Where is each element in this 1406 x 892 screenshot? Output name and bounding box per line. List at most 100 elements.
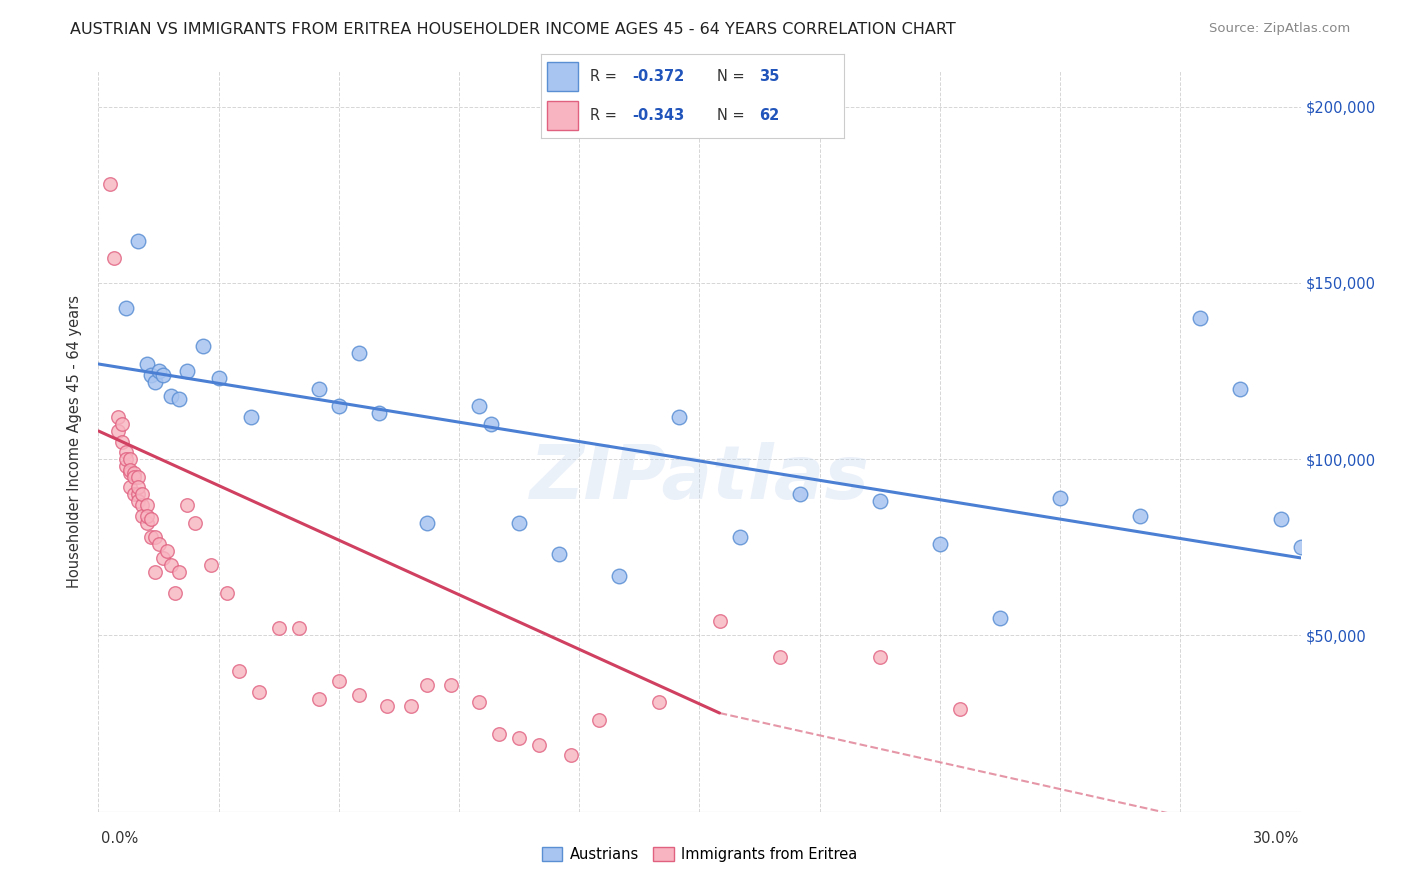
Point [115, 445, 138, 459]
Point [143, 565, 166, 579]
Y-axis label: Householder Income Ages 45 - 64 years: Householder Income Ages 45 - 64 years [67, 295, 83, 588]
Point [152, 550, 174, 565]
Text: Source: ZipAtlas.com: Source: ZipAtlas.com [1209, 22, 1350, 36]
Point [115, 459, 138, 474]
Point [120, 452, 142, 467]
Point [508, 516, 530, 530]
Point [107, 424, 129, 438]
Point [135, 516, 157, 530]
Point [560, 748, 582, 763]
Point [111, 417, 134, 431]
Point [529, 738, 551, 752]
Point [120, 467, 142, 481]
Point [869, 649, 891, 664]
Text: 30.0%: 30.0% [1253, 831, 1299, 846]
Point [139, 530, 162, 544]
Point [468, 695, 491, 709]
Point [120, 480, 142, 494]
Point [267, 621, 290, 635]
Point [208, 371, 231, 385]
Point [247, 685, 270, 699]
Point [128, 494, 150, 508]
Point [399, 698, 422, 713]
Point [440, 678, 463, 692]
Point [131, 498, 153, 512]
Point [131, 487, 153, 501]
Point [191, 339, 214, 353]
Point [488, 727, 510, 741]
Text: -0.343: -0.343 [633, 108, 685, 123]
Point [143, 530, 166, 544]
Point [131, 508, 153, 523]
Point [479, 417, 502, 431]
Point [1289, 541, 1312, 555]
Point [176, 364, 198, 378]
Point [416, 678, 439, 692]
Point [111, 434, 134, 449]
Text: AUSTRIAN VS IMMIGRANTS FROM ERITREA HOUSEHOLDER INCOME AGES 45 - 64 YEARS CORREL: AUSTRIAN VS IMMIGRANTS FROM ERITREA HOUS… [70, 22, 956, 37]
Point [347, 689, 370, 703]
Point [128, 480, 150, 494]
Point [143, 375, 166, 389]
Point [159, 389, 181, 403]
Point [135, 357, 157, 371]
Point [124, 470, 146, 484]
Point [200, 558, 222, 572]
Text: N =: N = [717, 108, 749, 123]
Point [648, 695, 671, 709]
Text: R =: R = [589, 69, 621, 84]
Point [609, 568, 631, 582]
Point [308, 382, 330, 396]
Point [176, 498, 198, 512]
Point [1270, 512, 1292, 526]
Point [668, 409, 690, 424]
Point [468, 399, 491, 413]
Point [368, 406, 391, 420]
Point [308, 692, 330, 706]
Point [167, 392, 190, 407]
Point [728, 530, 751, 544]
Point [709, 615, 731, 629]
Text: 0.0%: 0.0% [101, 831, 138, 846]
Point [416, 516, 439, 530]
Point [155, 544, 177, 558]
Point [124, 487, 146, 501]
Text: N =: N = [717, 69, 749, 84]
Point [228, 664, 250, 678]
Bar [547, 101, 578, 130]
Point [135, 498, 157, 512]
Point [239, 409, 262, 424]
Point [1129, 508, 1152, 523]
Point [167, 565, 190, 579]
Point [328, 674, 350, 689]
Point [152, 368, 174, 382]
Point [135, 508, 157, 523]
Point [1229, 382, 1251, 396]
Point [789, 487, 811, 501]
Point [215, 586, 238, 600]
Point [148, 364, 170, 378]
Text: ZIPatlas: ZIPatlas [530, 442, 869, 515]
Point [128, 234, 150, 248]
Point [103, 251, 125, 265]
Text: 35: 35 [759, 69, 779, 84]
Point [929, 537, 952, 551]
Point [128, 487, 150, 501]
Point [288, 621, 311, 635]
Point [107, 409, 129, 424]
Point [588, 713, 610, 727]
Point [988, 611, 1011, 625]
Point [100, 177, 122, 191]
Point [128, 470, 150, 484]
Bar [547, 62, 578, 91]
Text: 62: 62 [759, 108, 779, 123]
Point [869, 494, 891, 508]
Point [163, 586, 186, 600]
Point [159, 558, 181, 572]
Point [124, 467, 146, 481]
Point [1189, 311, 1212, 326]
Point [115, 452, 138, 467]
Point [115, 301, 138, 315]
Legend: Austrians, Immigrants from Eritrea: Austrians, Immigrants from Eritrea [536, 840, 863, 867]
Point [1049, 491, 1071, 505]
